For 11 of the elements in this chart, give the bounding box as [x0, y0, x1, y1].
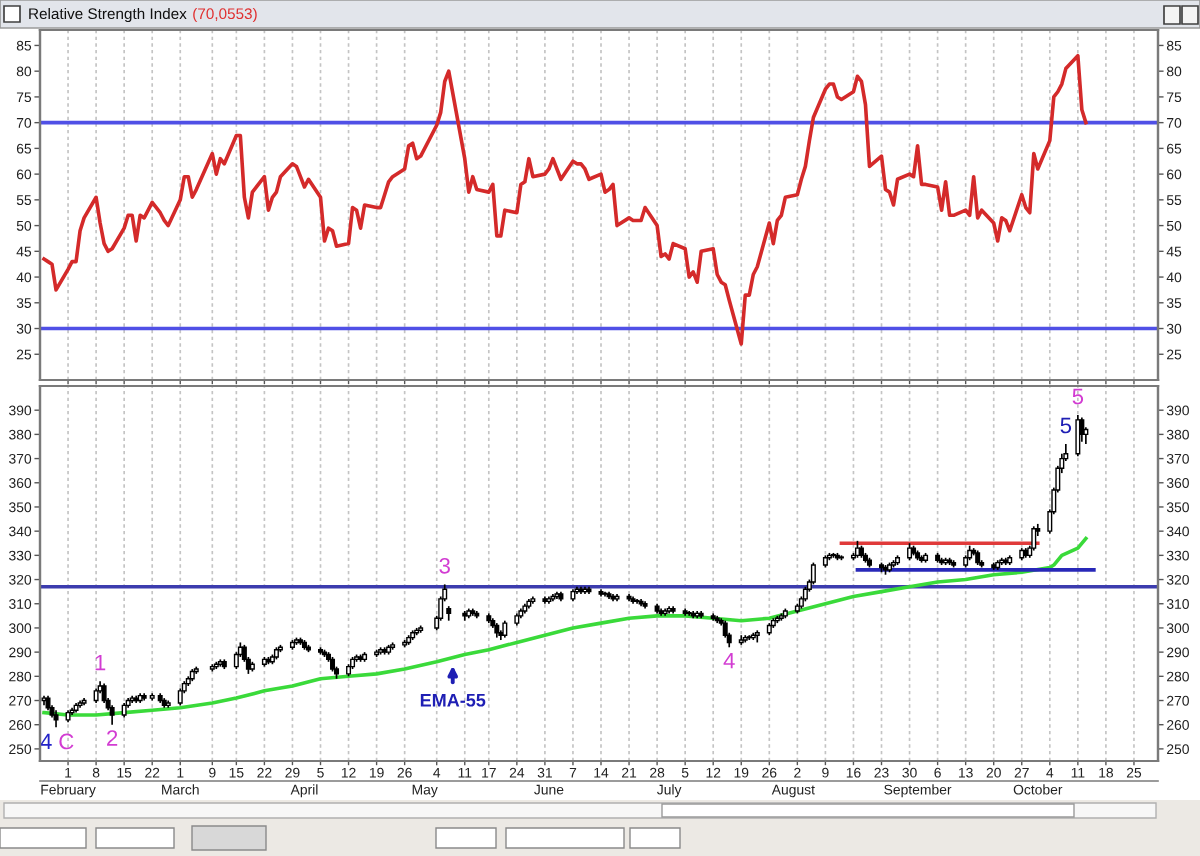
annotation: 4 — [723, 653, 735, 669]
candlestick — [1075, 414, 1081, 457]
candlestick — [810, 561, 816, 586]
annotation: 5 — [1072, 388, 1084, 405]
annotation: 2 — [107, 730, 118, 746]
annotation: 4 — [40, 733, 52, 750]
annotation: 1 — [95, 654, 106, 671]
annotation: EMA-55 — [420, 694, 486, 707]
annotation: 3 — [439, 557, 450, 574]
annotation: C — [59, 733, 74, 750]
annotation: 5 — [1060, 417, 1072, 434]
